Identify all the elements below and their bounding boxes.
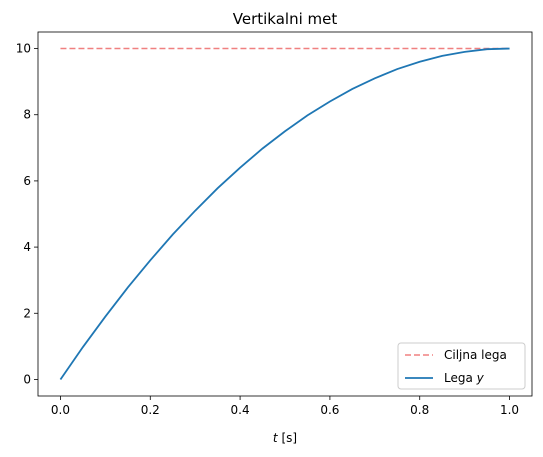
x-tick-label: 0.6 <box>320 403 339 417</box>
legend-label-target: Ciljna lega <box>444 348 507 362</box>
x-tick-label: 0.2 <box>141 403 160 417</box>
x-axis-label: t [s] <box>273 431 297 445</box>
series-line-position <box>59 47 510 380</box>
y-tick-label: 10 <box>16 42 31 56</box>
x-tick-label: 0.8 <box>410 403 429 417</box>
legend-label-position: Lega y <box>444 371 485 385</box>
y-tick-label: 2 <box>23 306 31 320</box>
y-tick-label: 0 <box>23 372 31 386</box>
chart-title: Vertikalni met <box>233 10 338 28</box>
y-tick-label: 8 <box>23 108 31 122</box>
x-tick-label: 1.0 <box>500 403 519 417</box>
plot-area <box>37 31 533 397</box>
x-axis-label-unit: [s] <box>278 431 297 445</box>
x-tick-label: 0.4 <box>231 403 250 417</box>
x-axis-label-var: t <box>273 431 279 445</box>
legend-label-position-text: Lega <box>444 371 477 385</box>
legend-label-position-var: y <box>476 371 485 385</box>
x-tick-label: 0.0 <box>51 403 70 417</box>
y-tick-label: 4 <box>23 240 31 254</box>
y-tick-label: 6 <box>23 174 31 188</box>
legend: Ciljna lega Lega y <box>397 342 526 390</box>
